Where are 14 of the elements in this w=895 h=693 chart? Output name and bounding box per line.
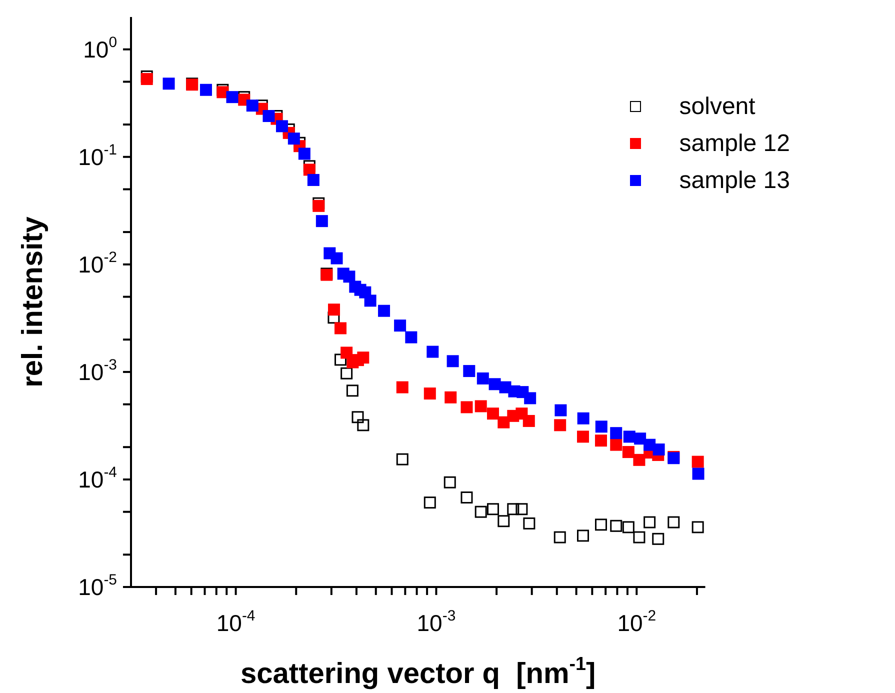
y-tick-label: 10$^{-1}$ [78, 142, 117, 170]
x-tick-label: 10$^{-2}$ [617, 608, 656, 636]
x-tick-label: 10$^{-3}$ [416, 608, 456, 636]
legend-label: sample 13 [679, 166, 790, 196]
legend-label: solvent [679, 92, 756, 122]
y-tick-label: 10$^{0}$ [83, 34, 117, 62]
x-tick-label: 10$^{-4}$ [216, 608, 256, 636]
y-axis-title: rel. intensity [17, 216, 49, 388]
y-tick-label: 10$^{-5}$ [78, 572, 117, 600]
x-axis-title: scattering vector q [nm$^{-1}$] [240, 652, 596, 690]
legend-label: sample 12 [679, 129, 790, 159]
y-tick-label: 10$^{-4}$ [78, 464, 117, 492]
y-tick-label: 10$^{-2}$ [78, 249, 117, 278]
y-tick-label: 10$^{-3}$ [78, 356, 117, 385]
